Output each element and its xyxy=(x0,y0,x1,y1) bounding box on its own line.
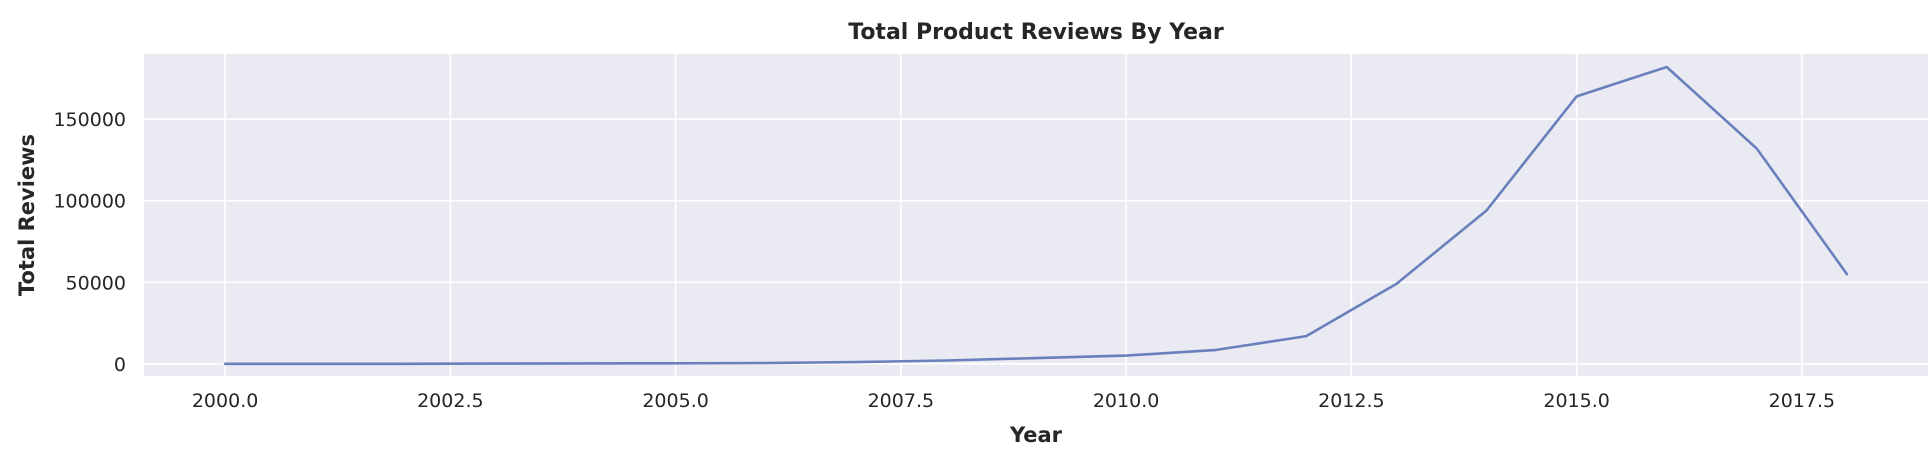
y-tick-label: 0 xyxy=(114,354,126,376)
x-axis-label: Year xyxy=(1009,423,1063,447)
x-tick-label: 2012.5 xyxy=(1318,390,1384,412)
x-axis-ticks: 2000.0 2002.5 2005.0 2007.5 2010.0 2012.5 2015… xyxy=(192,390,1835,412)
series-line xyxy=(223,65,1849,366)
y-axis-ticks: 0 50000 100000 150000 xyxy=(53,109,126,376)
y-tick-label: 150000 xyxy=(53,109,126,131)
grid-lines xyxy=(144,54,1928,376)
y-tick-label: 50000 xyxy=(66,272,126,294)
y-axis-label: Total Reviews xyxy=(15,134,39,296)
x-tick-label: 2002.5 xyxy=(417,390,483,412)
chart-title: Total Product Reviews By Year xyxy=(848,20,1224,45)
x-tick-label: 2005.0 xyxy=(642,390,708,412)
plot-area xyxy=(144,54,1928,376)
x-tick-label: 2007.5 xyxy=(868,390,934,412)
x-tick-label: 2000.0 xyxy=(192,390,258,412)
y-tick-label: 100000 xyxy=(53,191,126,213)
x-tick-label: 2010.0 xyxy=(1093,390,1159,412)
x-tick-label: 2017.5 xyxy=(1769,390,1835,412)
x-tick-label: 2015.0 xyxy=(1543,390,1609,412)
series-layer xyxy=(223,65,1849,366)
